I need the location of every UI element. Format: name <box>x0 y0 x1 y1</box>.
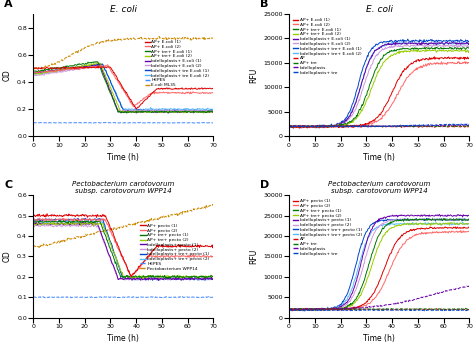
Y-axis label: OD: OD <box>2 251 11 262</box>
X-axis label: Time (h): Time (h) <box>107 334 139 343</box>
Text: A: A <box>4 0 13 9</box>
Legend: AP+ E.coli (1), AP+ E.coli (2), AP+ tre+ E.coli (1), AP+ tre+ E.coli (2), bdello: AP+ E.coli (1), AP+ E.coli (2), AP+ tre+… <box>292 16 363 76</box>
Y-axis label: RFU: RFU <box>249 249 258 264</box>
Text: D: D <box>260 180 270 190</box>
Legend: AP+ pecto (1), AP+ pecto (2), AP+ tre+ pecto (1), AP+ tre+ pecto (2), bdelloplas: AP+ pecto (1), AP+ pecto (2), AP+ tre+ p… <box>292 198 364 258</box>
X-axis label: Time (h): Time (h) <box>363 153 395 162</box>
Y-axis label: OD: OD <box>2 69 11 81</box>
Title: Pectobacterium carotovorum
subsp. carotovorum WPP14: Pectobacterium carotovorum subsp. caroto… <box>72 181 174 194</box>
Text: B: B <box>260 0 269 9</box>
X-axis label: Time (h): Time (h) <box>363 334 395 343</box>
Title: E. coli: E. coli <box>365 5 392 14</box>
Title: E. coli: E. coli <box>110 5 137 14</box>
Y-axis label: RFU: RFU <box>249 68 258 83</box>
Text: C: C <box>4 180 12 190</box>
Legend: AP+ pecto (1), AP+ pecto (2), AP+ tre+ pecto (1), AP+ tre+ pecto (2), bdelloplas: AP+ pecto (1), AP+ pecto (2), AP+ tre+ p… <box>139 222 211 273</box>
X-axis label: Time (h): Time (h) <box>107 153 139 162</box>
Title: Pectobacterium carotovorum
subsp. carotovorum WPP14: Pectobacterium carotovorum subsp. caroto… <box>328 181 430 194</box>
Legend: AP+ E.coli (1), AP+ E.coli (2), AP+ tre+ E.coli (1), AP+ tre+ E.coli (2), bdello: AP+ E.coli (1), AP+ E.coli (2), AP+ tre+… <box>143 38 211 89</box>
